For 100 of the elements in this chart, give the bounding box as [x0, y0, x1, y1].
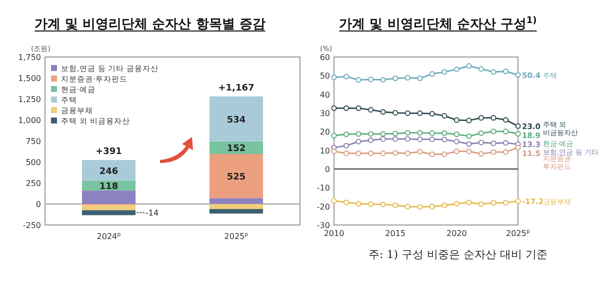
total-label: +391 [96, 146, 122, 157]
data-label: -14 [146, 208, 159, 218]
x-tick-label: 2015 [385, 229, 406, 238]
chart-title: 가계 및 비영리단체 순자산 항목별 증감 [34, 17, 266, 32]
point [515, 123, 521, 129]
data-label: 152 [226, 144, 246, 154]
point [368, 201, 374, 207]
point [429, 71, 435, 77]
point [442, 130, 448, 136]
point [478, 151, 484, 157]
bar [82, 160, 136, 181]
y-tick-label: 1,750 [18, 53, 41, 62]
x-tick-label: 2024$^{p}$ [96, 232, 122, 241]
y-tick-label: 750 [26, 137, 41, 146]
x-tick-label: 2010 [324, 229, 344, 238]
point [417, 204, 423, 210]
bar [82, 190, 136, 204]
point [331, 74, 337, 80]
point [442, 69, 448, 75]
point [343, 200, 350, 206]
point [343, 142, 350, 148]
point [404, 136, 410, 142]
y-tick-label: 0 [36, 200, 41, 209]
point [392, 110, 398, 116]
point [466, 200, 472, 206]
point [392, 130, 398, 136]
y-tick-label: 10 [320, 146, 330, 156]
point [442, 202, 448, 208]
total-label: +1,167 [218, 83, 254, 94]
chart-title: 가계 및 비영리단체 순자산 구성$^{1)}$ [339, 16, 537, 32]
point [392, 136, 398, 142]
point [478, 201, 484, 207]
point [368, 150, 374, 156]
point [368, 107, 374, 113]
point [429, 151, 435, 158]
point [442, 136, 448, 142]
point [404, 130, 410, 136]
point [515, 130, 521, 137]
point [343, 74, 350, 80]
point [454, 66, 460, 72]
point [356, 150, 362, 156]
point [368, 76, 374, 82]
y-tick-label: 60 [320, 53, 330, 62]
point [368, 137, 374, 144]
point [502, 68, 509, 74]
point [502, 128, 509, 134]
point [454, 138, 460, 144]
y-tick-label: 1,250 [18, 95, 41, 104]
point [417, 148, 423, 154]
point [331, 148, 337, 154]
data-label: 118 [99, 182, 118, 192]
point [417, 130, 423, 136]
y-tick-label: 20 [320, 128, 330, 137]
y-tick-label: -250 [22, 221, 41, 230]
point [380, 109, 386, 115]
point [454, 200, 460, 207]
point [442, 113, 448, 119]
bar [209, 204, 264, 210]
point [478, 115, 484, 121]
x-tick-label: 2025$^{p}$ [506, 229, 530, 238]
y-tick-label: 500 [26, 158, 41, 167]
point [466, 141, 472, 147]
y-tick-label: -10 [316, 184, 330, 193]
y-tick-label: 250 [26, 179, 41, 188]
y-tick-label: 0 [324, 165, 330, 174]
point [515, 144, 521, 150]
point [454, 117, 460, 123]
point [343, 150, 350, 156]
data-label: 534 [226, 115, 246, 126]
point [490, 149, 496, 155]
point [490, 115, 496, 121]
point [478, 140, 484, 146]
point [380, 150, 386, 156]
bar [209, 209, 264, 214]
y-tick-label: 40 [320, 90, 330, 100]
point [356, 131, 362, 137]
y-tick-label: 1,000 [18, 116, 41, 125]
point [502, 117, 509, 123]
point [392, 202, 398, 208]
point [331, 198, 337, 204]
x-tick-label: 2025$^{p}$ [224, 232, 249, 241]
text: 주: 1) 구성 비중은 순자산 대비 기준 [368, 248, 548, 261]
point [466, 118, 472, 124]
point [442, 151, 448, 158]
point [343, 131, 350, 138]
point [478, 130, 484, 136]
point [466, 133, 472, 139]
point [404, 204, 410, 210]
point [356, 138, 362, 144]
y-tick-label: -30 [316, 221, 330, 230]
point [490, 69, 496, 75]
point [417, 110, 423, 116]
point [417, 136, 423, 142]
point [380, 202, 386, 208]
y-tick-label: 30 [320, 109, 330, 118]
x-tick-label: 2020 [446, 229, 467, 238]
point [368, 131, 374, 137]
point [466, 148, 472, 154]
point [417, 75, 423, 82]
point [392, 75, 398, 82]
